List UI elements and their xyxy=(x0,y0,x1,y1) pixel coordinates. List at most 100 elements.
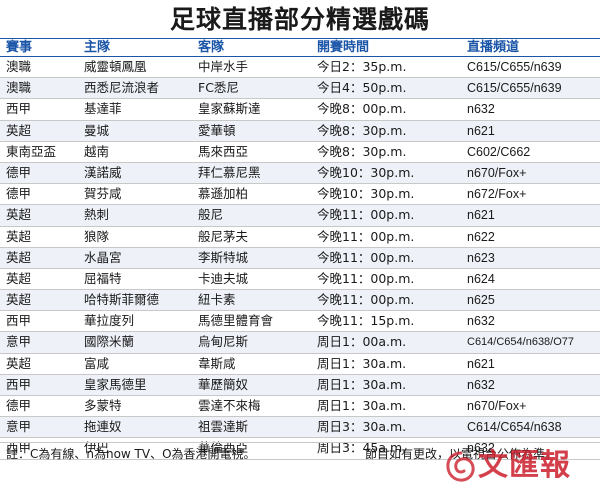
table-row: 意甲 拖連奴 祖雲達斯 周日3：30a.m. C614/C654/n638 xyxy=(0,417,600,439)
cell-channel: n621 xyxy=(467,208,495,223)
cell-time: 今晚11：00p.m. xyxy=(317,228,415,244)
cell-channel: n621 xyxy=(467,356,495,371)
cell-home: 漢諾威 xyxy=(84,164,122,180)
cell-channel: n632 xyxy=(467,314,495,329)
table-row: 英超 富咸 韋斯咸 周日1：30a.m. n621 xyxy=(0,354,600,375)
cell-home: 華拉度列 xyxy=(84,313,135,329)
table-row: 德甲 漢諾威 拜仁慕尼黑 今晚10：30p.m. n670/Fox+ xyxy=(0,162,600,185)
cell-home: 屈福特 xyxy=(84,270,122,286)
cell-league: 西甲 xyxy=(6,313,32,329)
table-row: 德甲 賀芬咸 慕遜加柏 今晚10：30p.m. n672/Fox+ xyxy=(0,184,600,206)
cell-away: 皇家蘇斯達 xyxy=(198,101,261,117)
cell-away: 韋斯咸 xyxy=(198,355,236,371)
cell-home: 曼城 xyxy=(84,122,110,138)
cell-home: 哈特斯菲爾德 xyxy=(84,292,160,308)
table-row: 西甲 基達菲 皇家蘇斯達 今晚8：00p.m. n632 xyxy=(0,99,600,121)
cell-league: 英超 xyxy=(6,122,32,138)
cell-away: 中岸水手 xyxy=(198,59,249,74)
cell-home: 富咸 xyxy=(84,355,110,371)
cell-away: 烏甸尼斯 xyxy=(198,334,249,350)
cell-channel: C602/C662 xyxy=(467,144,531,159)
cell-league: 澳職 xyxy=(6,80,32,96)
header-time: 開賽時間 xyxy=(317,40,370,55)
cell-home: 越南 xyxy=(84,143,110,159)
publisher-logo: 文匯報 xyxy=(442,440,592,492)
cell-league: 西甲 xyxy=(6,376,32,392)
cell-away: 拜仁慕尼黑 xyxy=(198,164,261,180)
table-row: 英超 狼隊 般尼茅夫 今晚11：00p.m. n622 xyxy=(0,227,600,248)
cell-channel: n623 xyxy=(467,250,495,265)
cell-channel: n632 xyxy=(467,102,495,117)
cell-away: FC悉尼 xyxy=(198,80,239,96)
table-body: 澳職 威靈頓鳳凰 中岸水手 今日2：35p.m. C615/C655/n639 澳職 西悉尼… xyxy=(0,57,600,460)
cell-league: 意甲 xyxy=(6,419,32,435)
header-league: 賽事 xyxy=(6,40,33,55)
cell-channel: n624 xyxy=(467,271,495,286)
cell-away: 般尼 xyxy=(198,207,224,223)
header-away: 客隊 xyxy=(198,40,225,55)
cell-home: 多蒙特 xyxy=(84,398,122,413)
cell-channel: C614/C654/n638/O77 xyxy=(467,336,575,349)
cell-channel: n670/Fox+ xyxy=(467,399,527,413)
table-row: 英超 屈福特 卡迪夫城 今晚11：00p.m. n624 xyxy=(0,269,600,291)
cell-time: 今晚8：00p.m. xyxy=(317,101,407,117)
cell-home: 伊巴 xyxy=(84,440,110,456)
cell-away: 愛華頓 xyxy=(198,122,236,138)
cell-away: 雲達不來梅 xyxy=(198,398,261,413)
footer: 註：C為有線、n為now TV、O為香港開電視。 節目如有更改，以電視台公佈為準… xyxy=(0,442,600,465)
cell-home: 國際米蘭 xyxy=(84,334,135,350)
table-row: 東南亞盃 越南 馬來西亞 今晚8：30p.m. C602/C662 xyxy=(0,142,600,163)
cell-home: 水晶宮 xyxy=(84,249,122,265)
cell-league: 東南亞盃 xyxy=(6,143,57,159)
cell-away: 祖雲達斯 xyxy=(198,419,249,435)
cell-time: 今晚11：15p.m. xyxy=(317,313,415,329)
note-left: 註：C為有線、n為now TV、O為香港開電視。 xyxy=(6,447,256,461)
table-row: 西甲 伊巴 華倫西亞 周日3：45a.m. n632 xyxy=(0,438,600,460)
cell-time: 今晚8：30p.m. xyxy=(317,122,407,138)
cell-home: 皇家馬德里 xyxy=(84,376,147,392)
cell-channel: C614/C654/n638 xyxy=(467,420,562,435)
table-row: 澳職 西悉尼流浪者 FC悉尼 今日4：50p.m. C615/C655/n639 xyxy=(0,78,600,100)
cell-time: 今晚11：00p.m. xyxy=(317,270,415,286)
cell-league: 西甲 xyxy=(6,440,32,456)
cell-time: 周日1：30a.m. xyxy=(317,398,407,413)
cell-league: 德甲 xyxy=(6,398,32,413)
cell-home: 威靈頓鳳凰 xyxy=(84,59,147,74)
table-row: 澳職 威靈頓鳳凰 中岸水手 今日2：35p.m. C615/C655/n639 xyxy=(0,57,600,79)
cell-away: 李斯特城 xyxy=(198,249,249,265)
cell-league: 英超 xyxy=(6,228,32,244)
cell-channel: C615/C655/n639 xyxy=(467,81,562,96)
cell-home: 賀芬咸 xyxy=(84,186,122,202)
table-row: 英超 哈特斯菲爾德 紐卡素 今晚11：00p.m. n625 xyxy=(0,290,600,312)
table-row: 英超 熱刺 般尼 今晚11：00p.m. n621 xyxy=(0,205,600,227)
cell-home: 西悉尼流浪者 xyxy=(84,80,160,96)
cell-home: 狼隊 xyxy=(84,228,110,244)
cell-time: 今日2：35p.m. xyxy=(317,59,407,74)
cell-time: 周日1：30a.m. xyxy=(317,355,407,371)
header-channel: 直播頻道 xyxy=(467,40,520,55)
cell-channel: n672/Fox+ xyxy=(467,187,527,202)
cell-channel: C615/C655/n639 xyxy=(467,60,562,74)
cell-away: 紐卡素 xyxy=(198,292,236,308)
cell-channel: n621 xyxy=(467,123,495,138)
cell-time: 周日1：30a.m. xyxy=(317,376,407,392)
cell-league: 德甲 xyxy=(6,164,32,180)
cell-league: 西甲 xyxy=(6,101,32,117)
cell-time: 今晚11：00p.m. xyxy=(317,207,415,223)
cell-time: 今日4：50p.m. xyxy=(317,80,407,96)
cell-away: 馬來西亞 xyxy=(198,143,249,159)
cell-away: 卡迪夫城 xyxy=(198,270,249,286)
cell-channel: n670/Fox+ xyxy=(467,165,527,180)
cell-time: 今晚8：30p.m. xyxy=(317,143,407,159)
cell-league: 英超 xyxy=(6,355,32,371)
cell-time: 今晚10：30p.m. xyxy=(317,164,415,180)
cell-time: 今晚11：00p.m. xyxy=(317,249,415,265)
page-title: 足球直播部分精選戲碼 xyxy=(169,5,430,34)
cell-home: 熱刺 xyxy=(84,207,110,223)
cell-channel: n622 xyxy=(467,229,495,244)
cell-league: 英超 xyxy=(6,249,32,265)
swirl-icon xyxy=(446,451,475,482)
cell-time: 今晚11：00p.m. xyxy=(317,292,415,308)
cell-home: 拖連奴 xyxy=(84,419,122,435)
table-row: 德甲 多蒙特 雲達不來梅 周日1：30a.m. n670/Fox+ xyxy=(0,396,600,418)
